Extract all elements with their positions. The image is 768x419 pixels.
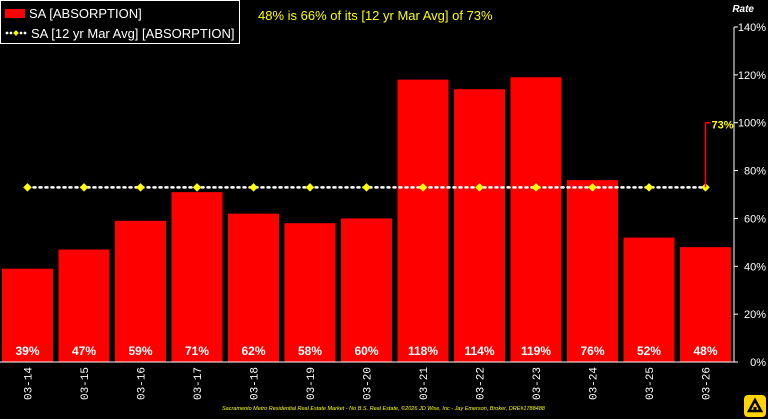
legend-swatch-bar [5, 8, 25, 18]
x-tick-03-17: 03-17 [193, 367, 205, 400]
avg-marker-03-22 [475, 183, 484, 192]
chart-annotation: 48% is 66% of its [12 yr Mar Avg] of 73% [258, 8, 493, 23]
legend-item-absorption: SA [ABSORPTION] [5, 4, 142, 22]
legend-label-avg: SA [12 yr Mar Avg] [ABSORPTION] [31, 25, 235, 41]
bar-label-03-16: 59% [128, 344, 152, 358]
legend: SA [ABSORPTION] SA [12 yr Mar Avg] [ABSO… [0, 0, 240, 44]
y-tick-label: 80% [744, 166, 766, 178]
bar-label-03-25: 52% [637, 344, 661, 358]
bar-03-16 [115, 220, 166, 362]
x-tick-03-23: 03-23 [532, 367, 544, 400]
x-tick-03-15: 03-15 [80, 367, 92, 400]
bar-label-03-14: 39% [15, 344, 39, 358]
bar-label-03-15: 47% [72, 344, 96, 358]
legend-swatch-dots [5, 30, 27, 36]
y-tick-label: 60% [744, 213, 766, 225]
avg-marker-03-25 [644, 183, 654, 192]
bar-labels-group: 39% 47% 59% 71% 62% 58% 60% 118% 114% 119% 76% 52% 4… [15, 344, 717, 358]
y-tick-label: 140% [738, 22, 766, 34]
bar-03-21 [397, 79, 449, 363]
x-tick-03-14: 03-14 [24, 367, 36, 400]
y-axis-title: Rate [732, 4, 754, 15]
x-tick-03-22: 03-22 [476, 367, 488, 400]
avg-marker-03-17 [192, 183, 202, 192]
legend-label-absorption: SA [ABSORPTION] [29, 5, 142, 21]
x-tick-03-24: 03-24 [589, 367, 601, 400]
bar-label-03-17: 71% [185, 344, 209, 358]
bar-03-17 [171, 192, 223, 362]
bar-03-14 [2, 268, 53, 362]
bar-label-03-24: 76% [580, 344, 604, 358]
bar-03-23 [510, 77, 562, 362]
bar-03-22 [454, 89, 505, 362]
x-tick-03-16: 03-16 [137, 367, 149, 400]
legend-item-avg: SA [12 yr Mar Avg] [ABSORPTION] [5, 24, 235, 42]
x-tick-03-19: 03-19 [306, 367, 318, 400]
bar-label-03-26: 48% [693, 344, 717, 358]
bar-label-03-18: 62% [241, 344, 265, 358]
logo-icon [744, 395, 766, 417]
avg-marker-03-14 [23, 183, 32, 192]
avg-marker-03-15 [79, 183, 89, 192]
avg-marker-03-16 [136, 183, 145, 192]
y-tick-label: 100% [738, 118, 766, 130]
bar-03-19 [284, 223, 336, 362]
y-tick-label: 0% [750, 357, 766, 369]
avg-callout-group: 73% [704, 120, 734, 188]
bar-label-03-23: 119% [521, 344, 551, 358]
bar-label-03-19: 58% [298, 344, 322, 358]
x-axis: 03-14 03-15 03-16 03-17 03-18 03-19 03-20 03-21… [24, 367, 714, 400]
y-axis: 0% 20% 40% 60% 80% 100% 120% 140% [0, 22, 766, 369]
x-tick-03-18: 03-18 [250, 367, 262, 400]
x-tick-03-20: 03-20 [363, 367, 375, 400]
bar-label-03-21: 118% [408, 344, 438, 358]
bar-label-03-20: 60% [354, 344, 378, 358]
avg-marker-03-19 [305, 183, 315, 192]
bar-03-26 [680, 247, 731, 362]
bar-03-24 [567, 180, 618, 362]
x-tick-03-25: 03-25 [645, 367, 657, 400]
bar-03-20 [341, 218, 392, 362]
bar-03-18 [228, 213, 279, 362]
y-tick-label: 20% [744, 309, 766, 321]
x-tick-03-26: 03-26 [702, 367, 714, 400]
footer-credit: Sacramento Metro Residential Real Estate… [222, 406, 545, 412]
y-tick-label: 120% [738, 70, 766, 82]
callout-label: 73% [712, 120, 734, 132]
avg-marker-03-21 [418, 183, 428, 192]
bars-group [2, 77, 731, 363]
y-tick-label: 40% [744, 261, 766, 273]
bar-03-25 [623, 237, 675, 362]
x-tick-03-21: 03-21 [419, 367, 431, 400]
bar-03-15 [58, 249, 110, 362]
avg-marker-03-18 [249, 183, 258, 192]
bar-label-03-22: 114% [464, 344, 494, 358]
avg-marker-03-20 [362, 183, 371, 192]
